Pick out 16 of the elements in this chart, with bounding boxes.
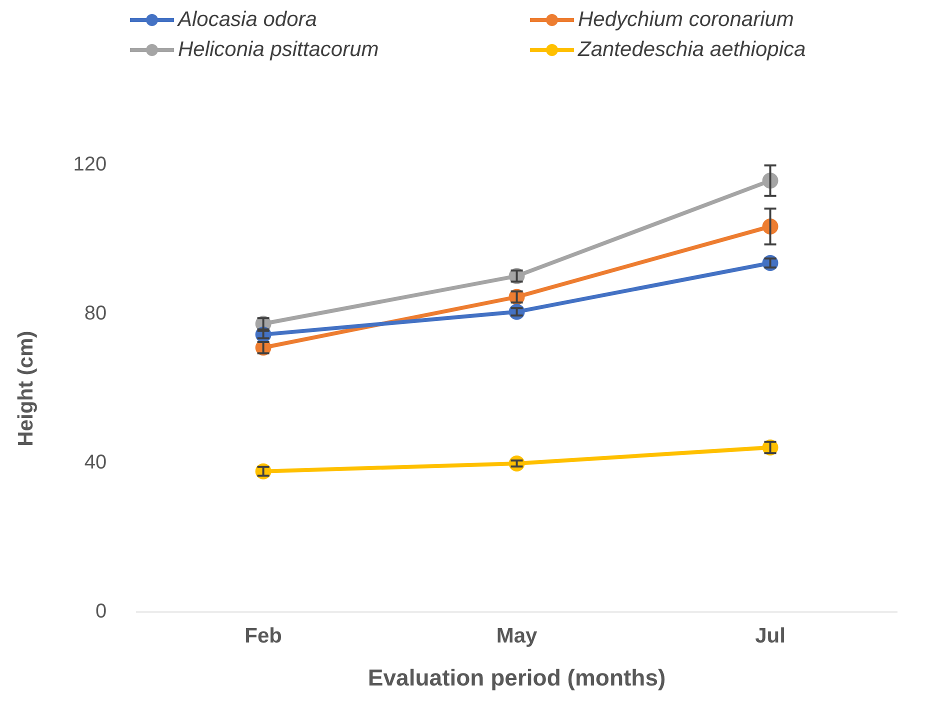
y-tick-label: 80 xyxy=(84,302,107,325)
legend-label: Hedychium coronarium xyxy=(578,8,794,32)
y-tick-label: 40 xyxy=(84,452,107,474)
point xyxy=(762,255,778,272)
legend-label: Heliconia psittacorum xyxy=(178,38,379,62)
legend-label: Alocasia odora xyxy=(178,8,317,32)
legend-label: Zantedeschia aethiopica xyxy=(578,38,806,62)
y-axis-title: Height (cm) xyxy=(14,330,38,446)
x-axis-title: Evaluation period (months) xyxy=(368,664,666,691)
point xyxy=(255,326,272,343)
y-tick-label: 0 xyxy=(95,600,107,623)
y-tick-label: 120 xyxy=(73,154,107,176)
point xyxy=(508,304,525,320)
x-tick-label: Jul xyxy=(755,624,786,648)
x-tick-label: Feb xyxy=(244,624,282,648)
x-tick-label: May xyxy=(496,624,538,648)
